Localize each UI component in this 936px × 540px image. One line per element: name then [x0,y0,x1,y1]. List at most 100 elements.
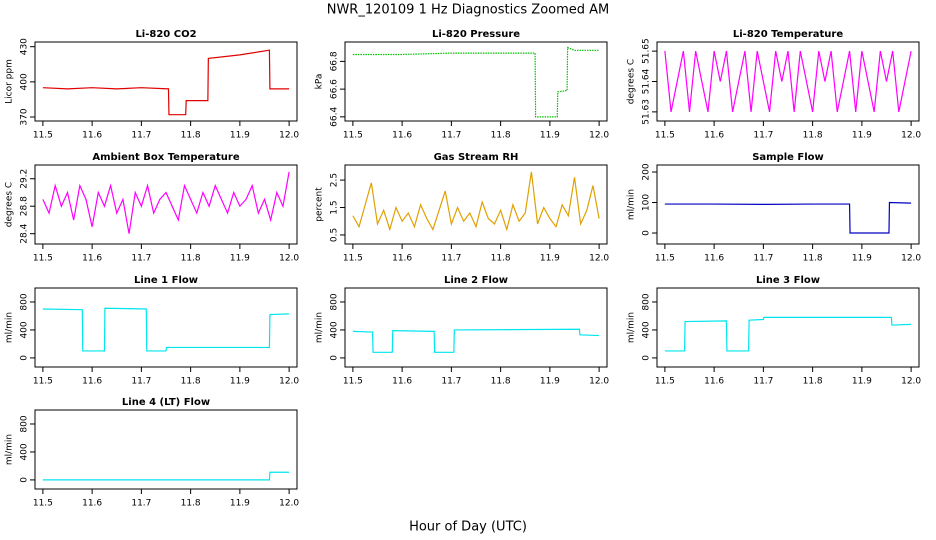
x-tick-label: 11.5 [655,377,675,387]
y-axis-label: degrees C [5,182,15,227]
x-tick-label: 11.5 [33,377,53,387]
x-tick-label: 11.5 [343,377,363,387]
panel-title: Gas Stream RH [434,152,519,163]
x-tick-label: 11.7 [131,254,151,264]
plot-frame [34,41,298,122]
y-tick-label: 0 [642,230,652,236]
panel-title: Line 2 Flow [444,275,508,286]
plot-frame [344,164,608,245]
x-tick-label: 12.0 [589,377,609,387]
data-line [42,49,290,116]
x-tick-label: 11.5 [655,131,675,141]
y-tick-label: 800 [20,293,30,310]
y-tick-label: 400 [642,321,652,338]
x-tick-label: 12.0 [279,499,299,509]
x-tick-label: 11.8 [491,131,511,141]
x-tick-label: 11.5 [655,254,675,264]
plot-frame [34,164,298,245]
x-tick-label: 11.7 [131,377,151,387]
y-tick-label: 400 [20,73,30,90]
x-tick-label: 12.0 [901,377,921,387]
y-tick-label: 800 [642,293,652,310]
y-tick-label: 51.64 [642,68,652,94]
x-tick-label: 11.8 [491,254,511,264]
y-tick-label: 66.8 [330,51,340,71]
data-line [664,316,912,352]
y-tick-label: 51.63 [642,99,652,125]
data-line [352,328,600,353]
x-tick-label: 11.6 [704,131,724,141]
y-axis-label: ml/min [627,312,637,343]
data-line [42,307,290,352]
x-tick-label: 11.9 [230,377,250,387]
x-tick-label: 11.8 [803,131,823,141]
y-axis-label: Licor ppm [5,59,15,104]
x-tick-label: 12.0 [901,254,921,264]
x-tick-label: 11.6 [82,377,102,387]
y-tick-label: 400 [20,443,30,460]
x-tick-label: 11.7 [441,377,461,387]
y-axis-label: kPa [315,74,325,90]
x-tick-label: 11.9 [540,131,560,141]
y-tick-label: 66.4 [330,107,340,127]
panel-title: Li-820 CO2 [135,29,196,40]
x-tick-label: 11.9 [230,131,250,141]
data-line [42,471,290,481]
x-tick-label: 11.9 [540,377,560,387]
plot-frame [344,287,608,368]
y-axis-label: ml/min [5,312,15,343]
x-tick-label: 11.8 [803,377,823,387]
y-tick-label: 100 [642,194,652,211]
x-tick-label: 11.8 [181,131,201,141]
x-tick-label: 11.7 [131,499,151,509]
y-tick-label: 0.5 [330,228,340,242]
plot-frame [34,409,298,490]
y-tick-label: 400 [330,321,340,338]
x-tick-label: 12.0 [901,131,921,141]
x-tick-label: 12.0 [279,377,299,387]
y-tick-label: 0 [330,355,340,361]
x-tick-label: 11.6 [392,254,412,264]
x-tick-label: 12.0 [589,131,609,141]
x-tick-label: 11.6 [82,131,102,141]
data-line [42,171,290,234]
x-tick-label: 11.6 [82,499,102,509]
panel-title: Li-820 Temperature [733,29,843,40]
x-axis-label: Hour of Day (UTC) [409,520,527,535]
panel-title: Li-820 Pressure [432,29,520,40]
y-tick-label: 1.5 [330,200,340,214]
x-tick-label: 11.7 [753,131,773,141]
plot-frame [656,287,920,368]
y-tick-label: 430 [20,38,30,55]
x-tick-label: 11.8 [803,254,823,264]
y-axis-label: degrees C [627,59,637,104]
x-tick-label: 11.9 [852,254,872,264]
x-tick-label: 11.8 [181,377,201,387]
panel-title: Line 1 Flow [134,275,198,286]
y-tick-label: 0 [642,355,652,361]
y-axis-label: ml/min [315,312,325,343]
x-tick-label: 11.6 [704,377,724,387]
x-tick-label: 11.7 [131,131,151,141]
data-line [664,201,912,234]
y-tick-label: 29.2 [20,169,30,189]
x-tick-label: 11.9 [852,377,872,387]
x-tick-label: 11.9 [230,254,250,264]
x-tick-label: 11.8 [181,254,201,264]
x-tick-label: 11.6 [82,254,102,264]
panel-title: Line 4 (LT) Flow [122,397,210,408]
x-tick-label: 11.8 [181,499,201,509]
data-line [352,171,600,232]
x-tick-label: 11.5 [33,499,53,509]
data-line [352,46,600,118]
x-tick-label: 11.5 [343,254,363,264]
x-tick-label: 11.9 [540,254,560,264]
x-tick-label: 11.7 [753,377,773,387]
x-tick-label: 11.7 [753,254,773,264]
y-tick-label: 2.5 [330,173,340,187]
x-tick-label: 11.6 [392,377,412,387]
x-tick-label: 11.8 [491,377,511,387]
x-tick-label: 11.6 [392,131,412,141]
x-tick-label: 11.6 [704,254,724,264]
